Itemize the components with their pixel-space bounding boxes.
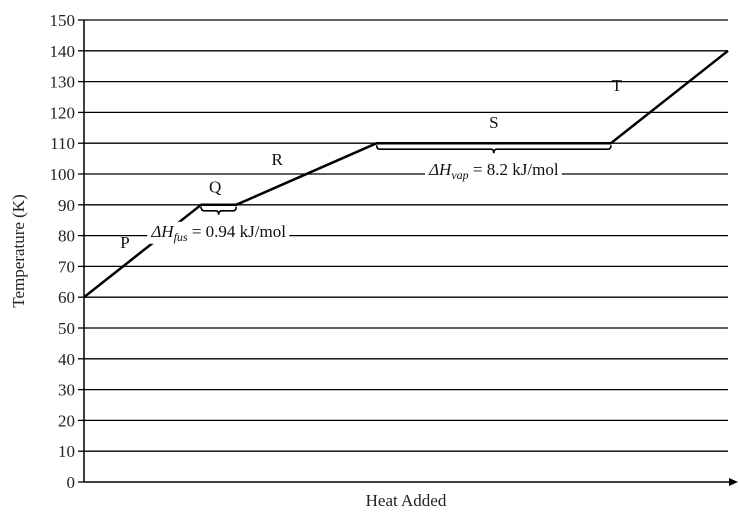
segment-label-q: Q [209, 177, 221, 196]
y-tick-label: 10 [58, 442, 75, 461]
annotation-fus: ΔHfus = 0.94 kJ/mol [150, 222, 286, 244]
y-axis-label: Temperature (K) [9, 194, 28, 308]
segment-label-t: T [612, 76, 623, 95]
y-tick-label: 40 [58, 350, 75, 369]
annotation-braces [200, 145, 612, 215]
y-tick-label: 80 [58, 227, 75, 246]
heating-curve [83, 49, 729, 299]
y-tick-label: 50 [58, 319, 75, 338]
segment-labels: P Q R S T [120, 76, 622, 252]
y-tick-label: 140 [50, 42, 76, 61]
segment-label-r: R [272, 150, 284, 169]
brace-fus [200, 206, 238, 215]
y-tick-label: 130 [50, 73, 76, 92]
y-tick-label: 30 [58, 381, 75, 400]
y-tick-label: 60 [58, 288, 75, 307]
y-tick-label: 20 [58, 411, 75, 430]
annotation-bg [425, 160, 562, 183]
annotation-bg [147, 221, 290, 244]
y-tick-label: 110 [50, 134, 75, 153]
x-axis-label: Heat Added [366, 491, 447, 510]
y-tick-label: 100 [50, 165, 76, 184]
x-axis-arrow [729, 478, 738, 486]
y-tick-label: 150 [50, 11, 76, 30]
annotation-vap: ΔHvap = 8.2 kJ/mol [428, 160, 559, 182]
curve-line [83, 49, 729, 299]
segment-label-p: P [120, 233, 129, 252]
y-tick-label: 90 [58, 196, 75, 215]
segment-label-s: S [489, 113, 498, 132]
y-tick-label: 70 [58, 257, 75, 276]
enthalpy-annotations: ΔHfus = 0.94 kJ/mol ΔHvap = 8.2 kJ/mol [147, 160, 562, 244]
gridlines [84, 19, 728, 452]
y-tick-label: 0 [67, 473, 76, 492]
brace-vap [375, 145, 612, 154]
y-tick-label: 120 [50, 103, 76, 122]
y-axis-ticks: 0 10 20 30 40 50 60 70 80 90 100 110 120 130 140 150 [50, 11, 84, 492]
